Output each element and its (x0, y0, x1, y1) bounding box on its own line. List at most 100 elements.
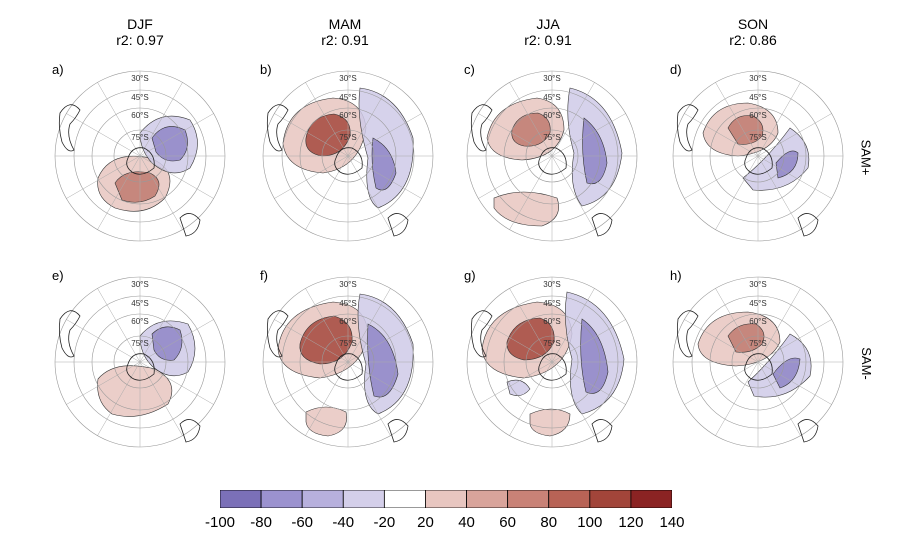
meridian-line (757, 319, 832, 363)
colorbar-segment (630, 490, 672, 508)
australia-coastline (179, 213, 201, 237)
panel-label: a) (52, 62, 64, 77)
antarctica-coastline (538, 147, 567, 175)
latitude-label: 75°S (131, 133, 148, 142)
season-label: DJF (127, 16, 153, 32)
map-panel: 30°S 45°S 60°S 75°S b) (248, 58, 448, 258)
season-label: SON (737, 16, 769, 32)
south-america-coastline (470, 104, 493, 152)
meridian-line (757, 82, 801, 157)
meridian-line (551, 319, 626, 363)
meridian-line (139, 113, 214, 157)
column-header-djf: DJF r2: 0.97 (70, 16, 210, 48)
latitude-label: 30°S (131, 74, 148, 83)
australia-coastline (387, 213, 409, 237)
colorbar-tick-label: 120 (618, 514, 644, 531)
meridian-line (684, 319, 759, 363)
south-america-coastline (470, 310, 493, 358)
anomaly-contour (727, 115, 764, 145)
meridian-line (305, 288, 349, 363)
latitude-label: 45°S (543, 93, 560, 102)
antarctica-coastline (334, 353, 363, 381)
meridian-line (478, 319, 553, 363)
meridian-line (509, 288, 553, 363)
meridian-line (97, 155, 141, 230)
polar-stereographic-map: 30°S 45°S 60°S 75°S (54, 276, 226, 448)
season-label: JJA (536, 16, 560, 32)
latitude-label: 30°S (339, 74, 356, 83)
latitude-label: 60°S (543, 111, 560, 120)
meridian-line (551, 288, 595, 363)
r2-label: r2: 0.91 (321, 32, 369, 48)
latitude-label: 75°S (339, 339, 356, 348)
south-america-coastline (266, 310, 289, 358)
panel-label: c) (464, 62, 475, 77)
colorbar-segment (425, 490, 467, 508)
meridian-line (715, 155, 759, 230)
latitude-label: 30°S (131, 280, 148, 289)
colorbar-segment (589, 490, 632, 508)
south-america-coastline (266, 104, 289, 152)
meridian-line (684, 155, 759, 199)
colorbar-segment (220, 490, 262, 508)
latitude-label: 75°S (543, 133, 560, 142)
colorbar-tick-label: -80 (250, 514, 272, 531)
latitude-label: 60°S (339, 111, 356, 120)
panel-label: g) (464, 268, 476, 283)
column-header-son: SON r2: 0.86 (683, 16, 823, 48)
antarctica-coastline (334, 147, 363, 175)
latitude-label: 45°S (749, 299, 766, 308)
meridian-line (139, 155, 183, 230)
meridian-line (757, 113, 832, 157)
meridian-line (274, 155, 349, 199)
latitude-label: 75°S (543, 339, 560, 348)
meridian-line (757, 361, 801, 436)
meridian-line (509, 82, 553, 157)
meridian-line (757, 155, 801, 230)
panel-label: h) (670, 268, 682, 283)
meridian-line (139, 288, 183, 363)
meridian-line (305, 361, 349, 436)
meridian-line (478, 361, 553, 405)
column-header-jja: JJA r2: 0.91 (478, 16, 618, 48)
anomaly-contour (580, 318, 609, 394)
meridian-line (139, 361, 214, 405)
meridian-line (66, 113, 141, 157)
colorbar-tick-label: 80 (540, 514, 558, 531)
meridian-line (305, 155, 349, 230)
meridian-line (478, 113, 553, 157)
meridian-line (715, 361, 759, 436)
r2-label: r2: 0.91 (524, 32, 572, 48)
anomaly-contour (305, 406, 347, 437)
australia-coastline (591, 419, 613, 443)
meridian-line (97, 82, 141, 157)
colorbar-tick-label: -40 (332, 514, 355, 531)
meridian-line (347, 113, 422, 157)
colorbar-tick-label: 20 (417, 514, 434, 531)
latitude-label: 45°S (131, 299, 148, 308)
panel-label: f) (260, 268, 268, 283)
r2-label: r2: 0.86 (729, 32, 777, 48)
r2-label: r2: 0.97 (116, 32, 164, 48)
meridian-line (509, 155, 553, 230)
season-label: MAM (328, 16, 362, 32)
antarctica-coastline (538, 353, 567, 381)
polar-stereographic-map: 30°S 45°S 60°S 75°S (672, 276, 844, 448)
row-label-sam-plus: SAM+ (858, 139, 874, 176)
colorbar-tick-label: -100 (204, 514, 236, 531)
australia-coastline (179, 419, 201, 443)
south-america-coastline (676, 104, 699, 152)
meridian-line (551, 361, 626, 405)
australia-coastline (387, 419, 409, 443)
latitude-label: 30°S (749, 280, 766, 289)
map-panel: 30°S 45°S 60°S 75°S g) (452, 264, 652, 464)
south-america-coastline (676, 310, 699, 358)
south-america-coastline (58, 310, 81, 358)
colorbar-segment (260, 490, 303, 508)
colorbar-segment (301, 490, 344, 508)
latitude-label: 45°S (749, 93, 766, 102)
latitude-label: 60°S (339, 317, 356, 326)
meridian-line (274, 113, 349, 157)
polar-stereographic-map: 30°S 45°S 60°S 75°S (672, 70, 844, 242)
latitude-label: 30°S (749, 74, 766, 83)
